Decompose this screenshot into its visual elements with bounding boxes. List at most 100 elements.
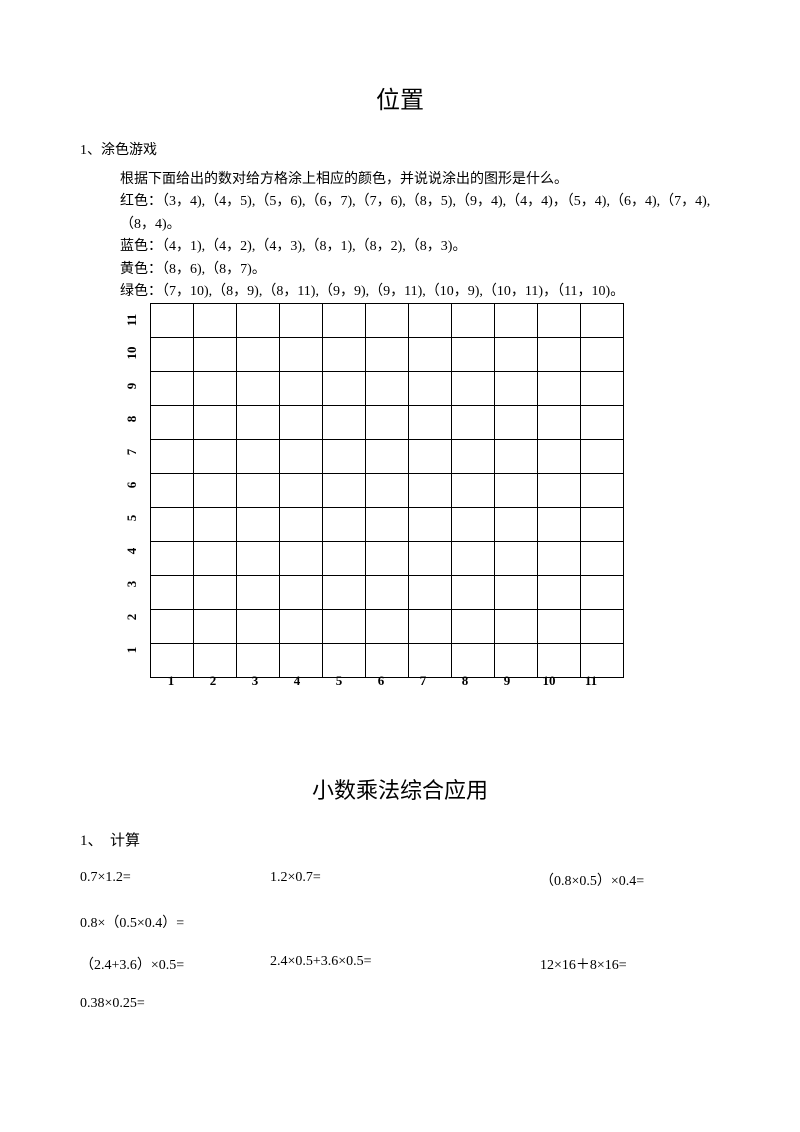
x-axis-label: 2	[192, 673, 234, 689]
grid-cell	[495, 338, 538, 372]
grid-cell	[280, 406, 323, 440]
x-axis-label: 3	[234, 673, 276, 689]
x-axis-label: 9	[486, 673, 528, 689]
calc-expression	[540, 912, 720, 932]
grid-cell	[194, 338, 237, 372]
grid-cell	[194, 406, 237, 440]
question-1-label: 1、涂色游戏	[80, 139, 720, 159]
grid-cell	[151, 440, 194, 474]
calc-row: （2.4+3.6）×0.5=2.4×0.5+3.6×0.5=12×16＋8×16…	[80, 954, 720, 974]
grid-cell	[280, 508, 323, 542]
grid-cell	[366, 610, 409, 644]
grid-cell	[366, 542, 409, 576]
grid-cell	[323, 610, 366, 644]
section2-title: 小数乘法综合应用	[80, 773, 720, 805]
grid-cell	[280, 474, 323, 508]
x-axis-label: 10	[528, 673, 570, 689]
grid-cell	[323, 304, 366, 338]
grid-cell	[538, 610, 581, 644]
instruction-text: 根据下面给出的数对给方格涂上相应的颜色，并说说涂出的图形是什么。	[120, 169, 720, 191]
grid-cell	[151, 508, 194, 542]
grid-cell	[495, 406, 538, 440]
grid-cell	[452, 372, 495, 406]
grid-cell	[452, 304, 495, 338]
x-axis-label: 4	[276, 673, 318, 689]
calc-expression	[270, 912, 540, 932]
grid-cell	[581, 440, 624, 474]
grid-cell	[366, 508, 409, 542]
grid-cell	[366, 304, 409, 338]
grid-cell	[452, 610, 495, 644]
grid-cell	[452, 406, 495, 440]
grid-cell	[151, 610, 194, 644]
grid-cell	[151, 338, 194, 372]
calc-expression: 2.4×0.5+3.6×0.5=	[270, 954, 540, 974]
grid-cell	[452, 440, 495, 474]
grid-cell	[323, 508, 366, 542]
grid-cell	[237, 440, 280, 474]
grid-cell	[409, 372, 452, 406]
grid-cell	[237, 474, 280, 508]
grid-cell	[280, 440, 323, 474]
grid-cell	[366, 406, 409, 440]
calc-expression: （0.8×0.5）×0.4=	[540, 870, 720, 890]
grid-cell	[280, 576, 323, 610]
grid-cell	[237, 406, 280, 440]
grid-cell	[538, 576, 581, 610]
grid-cell	[366, 474, 409, 508]
grid-cell	[323, 440, 366, 474]
grid-cell	[495, 576, 538, 610]
grid-cell	[323, 338, 366, 372]
grid-cell	[323, 372, 366, 406]
grid-cell	[452, 474, 495, 508]
grid-cell	[495, 304, 538, 338]
grid-cell	[280, 610, 323, 644]
x-axis-label: 6	[360, 673, 402, 689]
grid-cell	[194, 542, 237, 576]
grid-cell	[237, 610, 280, 644]
grid-cell	[581, 406, 624, 440]
grid-cell	[495, 610, 538, 644]
grid-cell	[151, 304, 194, 338]
coordinate-grid: 1110987654321 1234567891011	[120, 303, 720, 713]
calc-expression	[270, 996, 540, 1012]
x-axis-label: 7	[402, 673, 444, 689]
x-axis-label: 8	[444, 673, 486, 689]
grid-cell	[237, 304, 280, 338]
grid-cell	[409, 508, 452, 542]
y-axis-label: 1	[124, 640, 140, 660]
grid-cell	[151, 372, 194, 406]
y-axis-label: 4	[124, 541, 140, 561]
grid-cell	[409, 440, 452, 474]
red-coords: 红色：（3，4),（4，5),（5，6),（6，7),（7，6),（8，5),（…	[120, 191, 720, 236]
calc-expression: （2.4+3.6）×0.5=	[80, 954, 270, 974]
grid-cell	[237, 338, 280, 372]
grid-cell	[452, 542, 495, 576]
grid-cell	[237, 542, 280, 576]
grid-cell	[323, 406, 366, 440]
grid-cell	[194, 372, 237, 406]
grid-cell	[409, 576, 452, 610]
grid-cell	[280, 304, 323, 338]
x-axis-label: 1	[150, 673, 192, 689]
grid-cell	[581, 542, 624, 576]
y-axis-label: 10	[124, 343, 140, 363]
grid-cell	[151, 542, 194, 576]
grid-cell	[538, 406, 581, 440]
grid-cell	[194, 508, 237, 542]
calc-expression	[540, 996, 720, 1012]
calc-expression: 1.2×0.7=	[270, 870, 540, 890]
grid-cell	[538, 508, 581, 542]
grid-cell	[151, 576, 194, 610]
y-axis-label: 9	[124, 376, 140, 396]
calc-expression: 12×16＋8×16=	[540, 954, 720, 974]
grid-cell	[280, 338, 323, 372]
calc-expression: 0.8×（0.5×0.4）=	[80, 912, 270, 932]
y-axis-label: 11	[124, 310, 140, 330]
grid-cell	[237, 372, 280, 406]
grid-cell	[538, 338, 581, 372]
grid-cell	[194, 474, 237, 508]
calc-row: 0.8×（0.5×0.4）=	[80, 912, 720, 932]
grid-cell	[194, 576, 237, 610]
grid-cell	[366, 372, 409, 406]
